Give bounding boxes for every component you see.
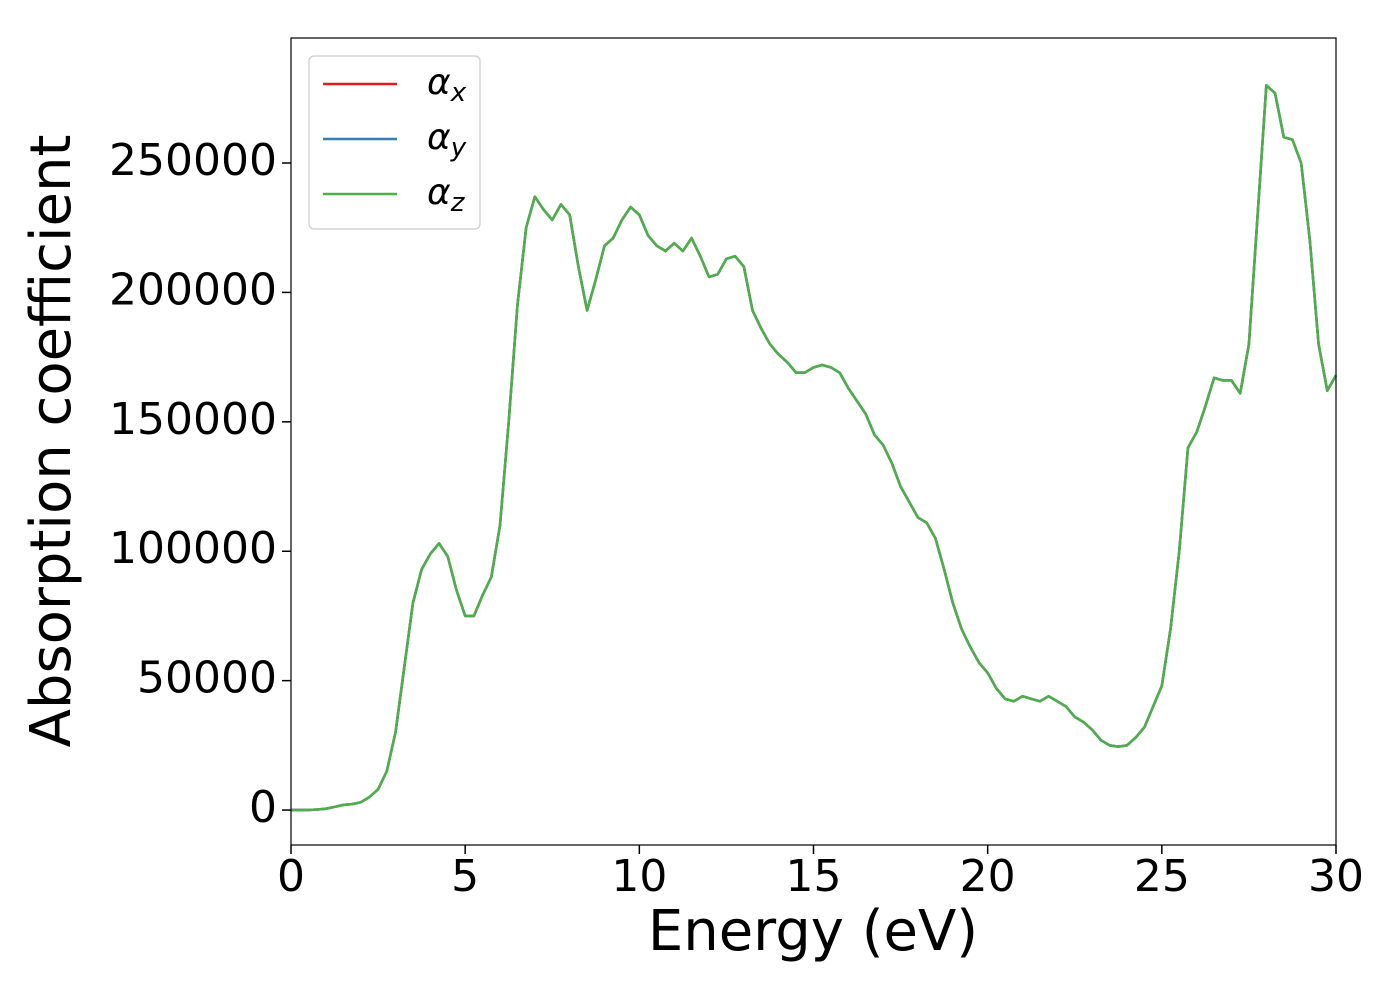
y-tick-label: 0 — [249, 782, 277, 833]
data-line — [291, 84, 1338, 812]
y-tick-label: 250000 — [109, 135, 277, 186]
x-tick-label: 30 — [1308, 851, 1364, 902]
x-axis-label: Energy (eV) — [648, 899, 978, 964]
y-axis-label: Absorption coefficient — [19, 135, 84, 748]
x-tick-label: 0 — [277, 851, 305, 902]
legend-label: αx — [427, 62, 467, 108]
legend-box — [308, 55, 481, 230]
legend-label: αz — [427, 172, 466, 218]
y-tick-label: 200000 — [109, 264, 277, 315]
y-tick-label: 50000 — [137, 653, 277, 704]
y-tick-label: 150000 — [109, 394, 277, 445]
legend-label: αy — [427, 117, 467, 163]
plot-frame — [290, 37, 1337, 846]
x-tick-label: 10 — [611, 851, 667, 902]
x-tick-label: 5 — [451, 851, 479, 902]
y-tick-label: 100000 — [109, 523, 277, 574]
x-tick-label: 15 — [786, 851, 842, 902]
x-tick-label: 20 — [960, 851, 1016, 902]
x-tick-label: 25 — [1134, 851, 1190, 902]
